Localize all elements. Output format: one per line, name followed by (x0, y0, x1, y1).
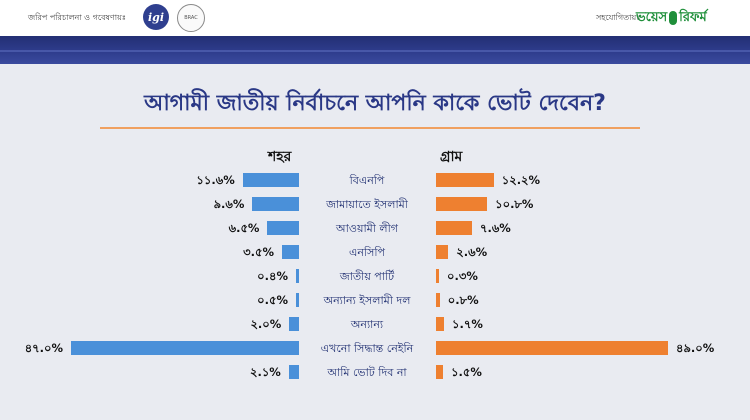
urban-bar (288, 365, 299, 379)
rural-bar (436, 365, 444, 379)
rural-value-label: ০.৮% (447, 293, 479, 307)
title-separator (100, 127, 640, 129)
rural-bar (436, 341, 668, 355)
urban-bar (282, 245, 299, 259)
category-label: জাতীয় পার্টি (339, 270, 395, 283)
urban-bar (71, 341, 299, 355)
brac-logo: BRAC (177, 4, 205, 32)
igi-logo: igi (143, 4, 169, 30)
category-label: অন্যান্য ইসলামী দল (323, 294, 411, 307)
support-credit-text: সহযোগিতায়ঃ (596, 13, 641, 22)
urban-value-label: ০.৪% (257, 269, 288, 283)
rural-bar (436, 293, 440, 307)
urban-value-label: ২.১% (249, 365, 281, 379)
rural-value-label: ১.৭% (452, 317, 483, 331)
survey-credit-text: জরিপ পরিচালনা ও গবেষণায়ঃ (28, 13, 127, 22)
urban-value-label: ০.৫% (257, 293, 288, 307)
urban-value-label: ১১.৬% (196, 173, 235, 187)
category-label: আমি ভোট দিব না (327, 366, 407, 379)
voice-reform-logo: ভয়েস রিফর্ম (636, 6, 707, 30)
urban-value-label: ৬.৫% (228, 221, 260, 235)
urban-value-label: ৩.৫% (243, 245, 275, 259)
urban-bar (242, 173, 299, 187)
microphone-icon (669, 11, 678, 25)
urban-bar (296, 269, 299, 283)
urban-bar (289, 317, 299, 331)
rural-value-label: ১০.৮% (495, 197, 534, 211)
header-band-line (0, 50, 750, 52)
top-bar: জরিপ পরিচালনা ও গবেষণায়ঃ igi BRAC সহযোগ… (0, 0, 750, 36)
reform-logo-text: রিফর্ম (679, 9, 707, 25)
urban-bar (252, 197, 299, 211)
brac-logo-text: BRAC (184, 15, 198, 21)
urban-bar (296, 293, 299, 307)
rural-bar (436, 173, 494, 187)
urban-value-label: ২.০% (250, 317, 282, 331)
rural-value-label: ২.৬% (456, 245, 488, 259)
rural-value-label: ৪৯.০% (676, 341, 715, 355)
category-label: জামায়াতে ইসলামী (326, 198, 408, 211)
rural-bar (436, 269, 439, 283)
rural-bar (436, 317, 445, 331)
urban-value-label: ৪৭.০% (24, 341, 63, 355)
category-label: আওয়ামী লীগ (336, 222, 398, 235)
rural-value-label: ১২.২% (501, 173, 541, 187)
category-label: এনসিপি (349, 246, 385, 259)
category-label: এখনো সিদ্ধান্ত নেইনি (320, 342, 414, 355)
igi-logo-text: igi (147, 10, 165, 24)
voice-logo-text: ভয়েস (636, 9, 668, 25)
rural-value-label: ৭.৬% (479, 221, 511, 235)
category-label: অন্যান্য (350, 318, 384, 331)
rural-value-label: ১.৫% (451, 365, 482, 379)
urban-column-heading: শহর (268, 149, 292, 165)
category-label: বিএনপি (349, 174, 385, 187)
urban-value-label: ৯.৬% (213, 197, 245, 211)
urban-bar (267, 221, 299, 235)
rural-value-label: ০.৩% (447, 269, 478, 283)
chart-title: আগামী জাতীয় নির্বাচনে আপনি কাকে ভোট দেব… (144, 91, 606, 116)
rural-column-heading: গ্রাম (440, 149, 463, 165)
rural-bar (436, 221, 472, 235)
rural-bar (436, 197, 488, 211)
rural-bar (436, 245, 449, 259)
